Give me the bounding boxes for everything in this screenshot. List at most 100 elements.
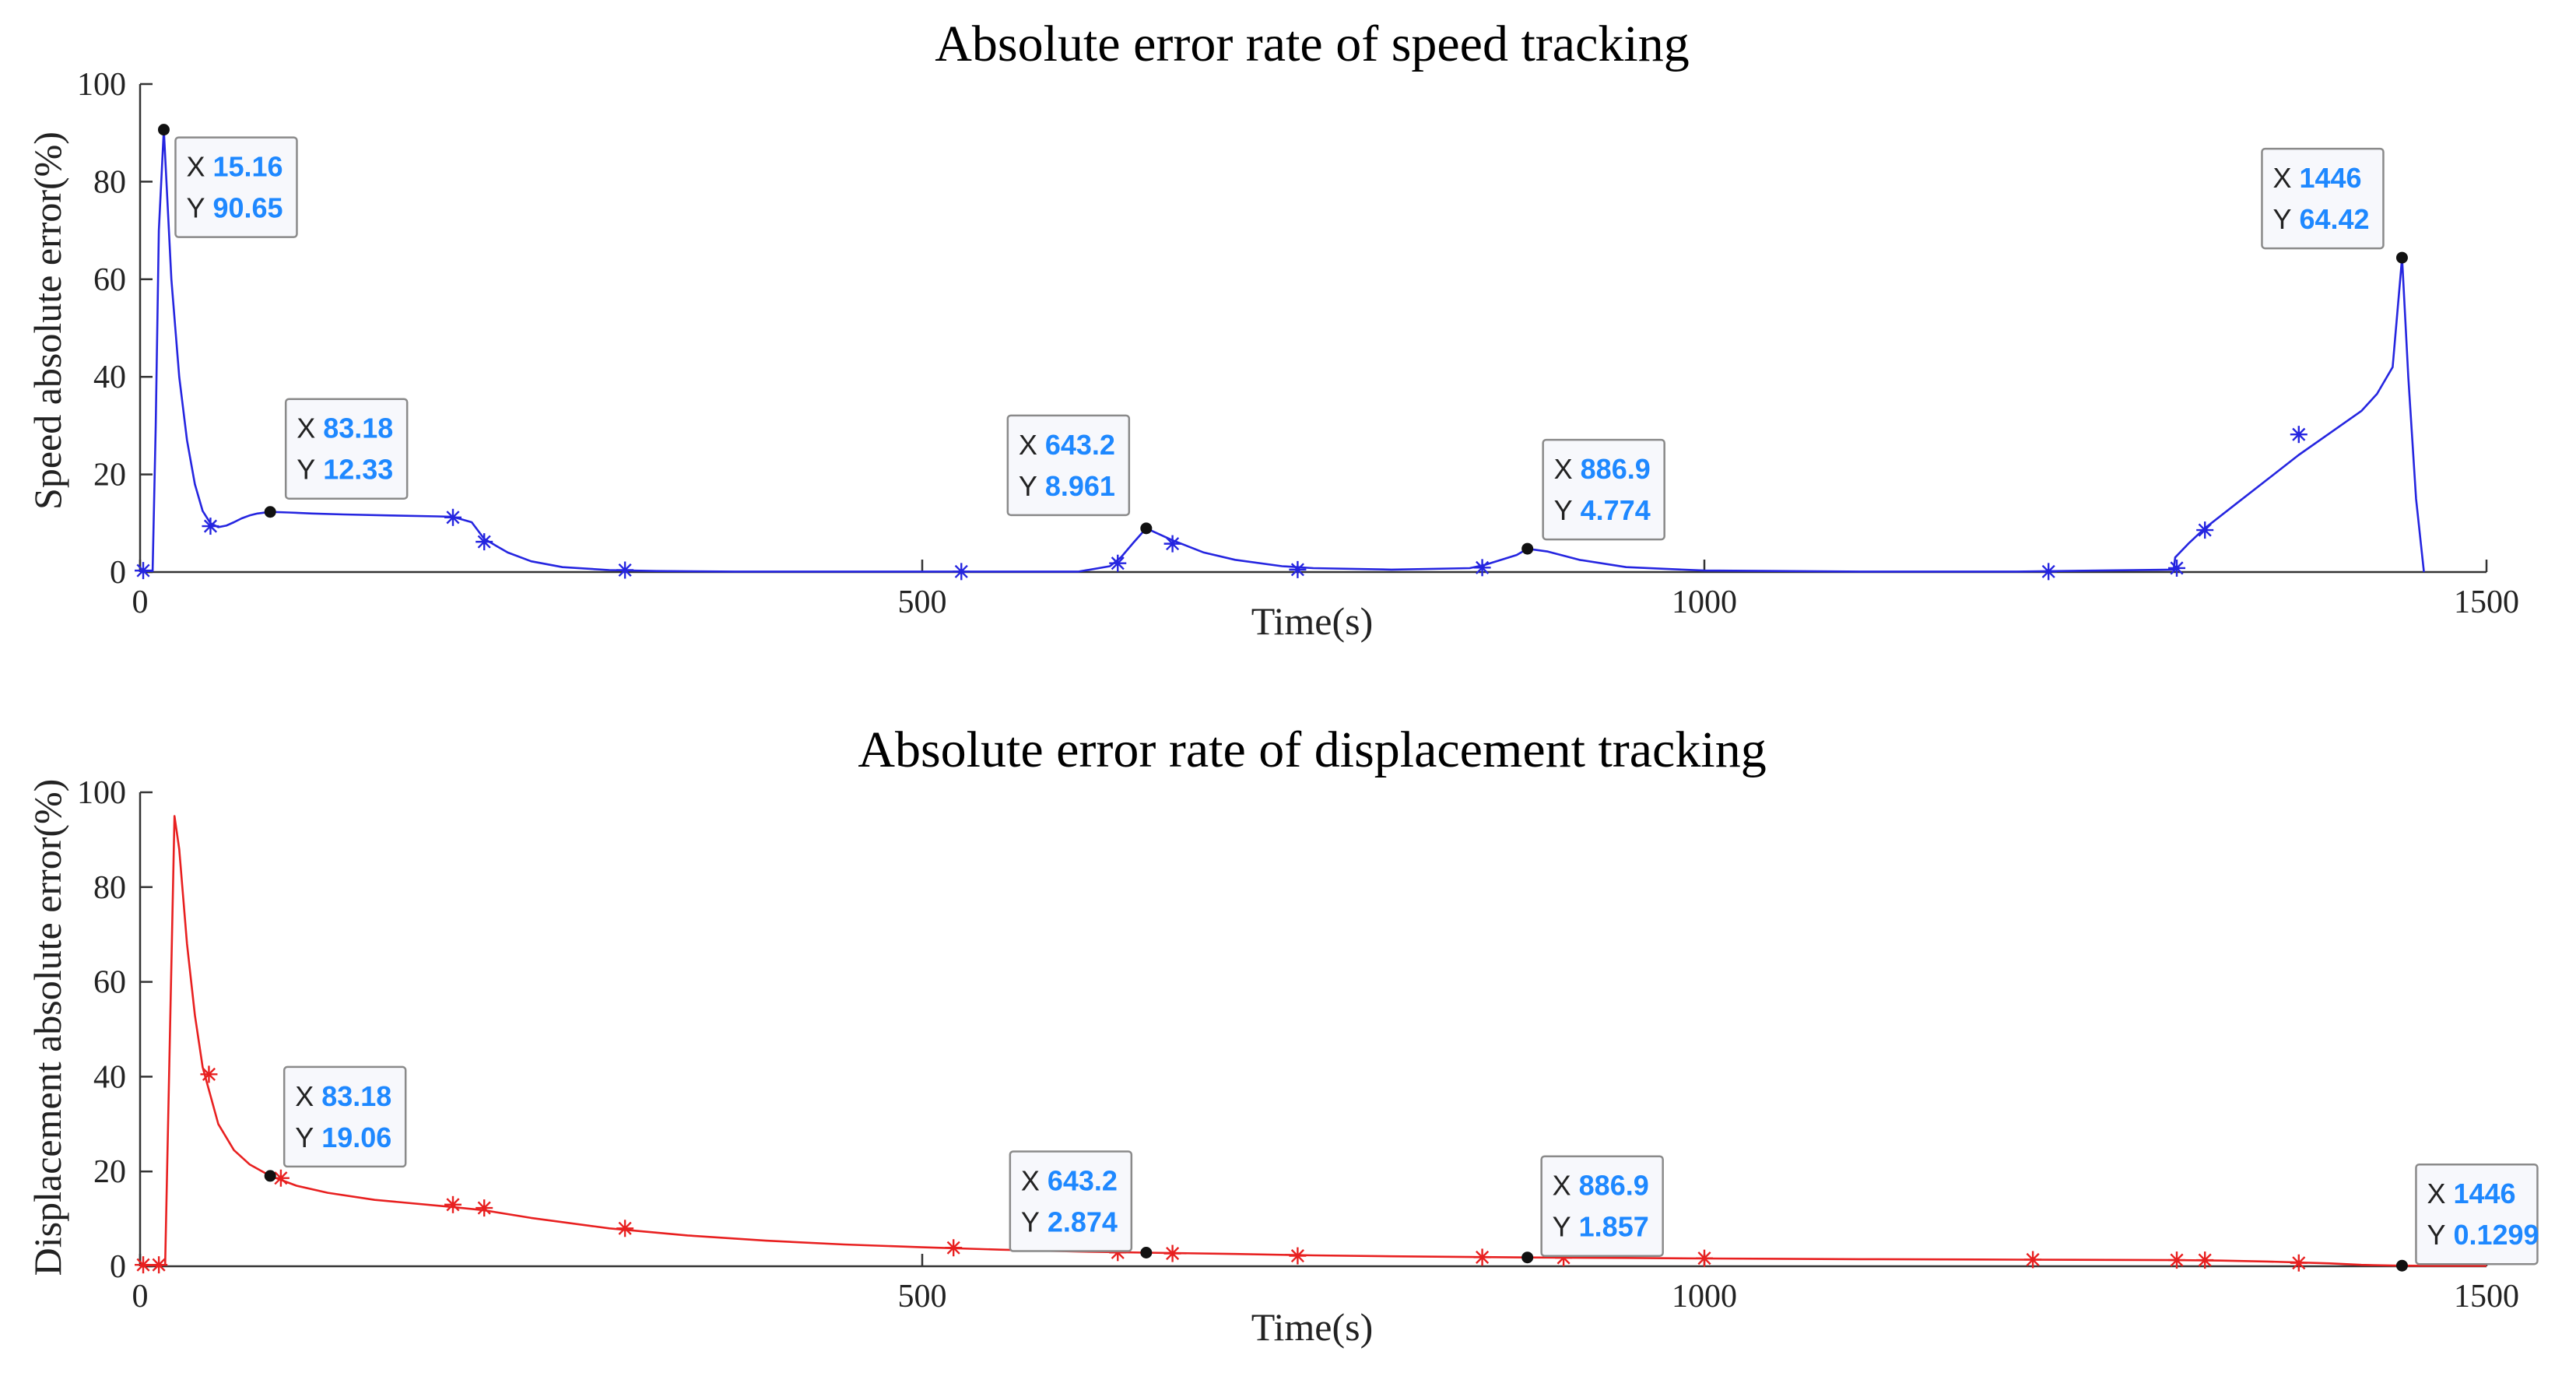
datatip-point [157,124,170,136]
series-marker [135,562,153,580]
y-tick-label: 0 [110,1249,126,1285]
series-marker [444,508,462,526]
datatip-box [283,1065,407,1168]
datatip-x-value: 643.2 [1048,1164,1118,1196]
datatip-y-key: Y [1554,494,1573,526]
series-marker [1163,535,1181,553]
datatip-box [1009,1150,1133,1252]
datatip-x-value: 1446 [2453,1178,2515,1209]
datatip-y-value: 0.1299 [2453,1219,2539,1251]
y-tick-label: 0 [110,555,126,591]
series-marker [1289,560,1307,578]
displacement-chart-title: Absolute error rate of displacement trac… [858,721,1766,778]
datatip-x-key: X [297,412,315,444]
datatip-y-value: 19.06 [321,1122,391,1153]
datatip-x-value: 83.18 [323,412,393,444]
series-marker [1163,1244,1181,1262]
datatip-y-key: Y [1019,470,1037,502]
datatip[interactable]: X 643.2Y 8.961 [1006,414,1153,535]
x-tick-label: 1500 [2454,1279,2519,1315]
datatip-y-value: 2.874 [1048,1206,1118,1237]
displacement-chart-ylabel: Displacement absolute error(%) [26,779,69,1276]
y-tick-label: 80 [93,164,126,200]
x-tick-label: 0 [132,1279,149,1315]
datatip-y-key: Y [295,1122,314,1153]
series-marker [1473,559,1491,577]
x-tick-label: 500 [898,1279,947,1315]
series-marker [1473,1248,1491,1266]
x-tick-label: 1500 [2454,584,2519,620]
series-line [140,815,2487,1267]
datatip[interactable]: X 886.9Y 4.774 [1521,438,1665,555]
series-marker [2290,426,2308,444]
series-marker [1289,1247,1307,1265]
series-marker [135,1256,153,1274]
datatip-box [2415,1163,2539,1265]
datatip-x-value: 1446 [2299,162,2361,194]
series-marker [2040,563,2058,581]
datatip-box [1540,1155,1664,1257]
datatip-point [2395,251,2408,264]
x-tick-label: 1000 [1672,584,1737,620]
speed-chart: Absolute error rate of speed tracking Ti… [26,16,2519,643]
speed-chart-ylabel: Speed absolute error(%) [26,132,69,510]
displacement-chart: Absolute error rate of displacement trac… [26,721,2539,1349]
series-marker [945,1239,963,1257]
datatip-y-key: Y [186,192,205,224]
datatip-y-key: Y [2427,1219,2445,1251]
series-marker [476,1199,493,1217]
speed-chart-xlabel: Time(s) [1251,599,1374,643]
datatip-point [264,1170,276,1182]
y-tick-label: 60 [93,262,126,298]
series-marker [2168,1251,2186,1269]
datatip-x-key: X [2427,1178,2445,1209]
datatip-point [1521,1251,1534,1264]
datatip-y-value: 12.33 [323,454,393,486]
y-tick-label: 60 [93,965,126,1001]
y-tick-label: 100 [77,67,126,103]
displacement-chart-xlabel: Time(s) [1251,1305,1374,1349]
datatip-x-key: X [1019,429,1037,461]
series-marker [1696,1249,1713,1267]
datatip[interactable]: X 1446 Y 0.1299 [2395,1163,2539,1272]
y-tick-label: 40 [93,1059,126,1095]
datatip-y-key: Y [2272,203,2291,235]
datatip-box [1542,438,1665,541]
datatip-x-value: 886.9 [1581,453,1651,485]
datatip-x-value: 15.16 [212,151,283,183]
datatip-x-key: X [1554,453,1573,485]
y-tick-label: 80 [93,870,126,906]
datatip[interactable]: X 886.9Y 1.857 [1521,1155,1664,1264]
datatip-point [264,506,276,518]
y-tick-label: 20 [93,458,126,493]
speed-chart-title: Absolute error rate of speed tracking [935,16,1689,72]
datatip-point [1521,542,1534,555]
y-tick-label: 100 [77,775,126,811]
y-tick-label: 20 [93,1154,126,1190]
datatip[interactable]: X 643.2 Y 2.874 [1009,1150,1153,1258]
series-marker [476,533,493,551]
datatip-x-value: 886.9 [1579,1170,1649,1202]
datatip-x-key: X [295,1080,314,1112]
datatip-x-key: X [1021,1164,1040,1196]
datatip-box [2261,147,2385,250]
datatip-x-key: X [2272,162,2291,194]
datatip[interactable]: X 83.18Y 12.33 [264,398,409,518]
datatip-box [174,136,298,238]
datatip-y-key: Y [297,454,315,486]
series-marker [616,561,634,579]
datatip-point [1140,522,1153,535]
datatip-y-key: Y [1553,1211,1571,1243]
series-line [140,128,2425,573]
x-tick-label: 1000 [1672,1279,1737,1315]
datatip-x-value: 83.18 [321,1080,391,1112]
datatip[interactable]: X 83.18Y 19.06 [264,1065,407,1182]
datatip[interactable]: X 15.16Y 90.65 [157,124,298,238]
datatip-y-value: 8.961 [1045,470,1115,502]
datatip-x-value: 643.2 [1045,429,1115,461]
